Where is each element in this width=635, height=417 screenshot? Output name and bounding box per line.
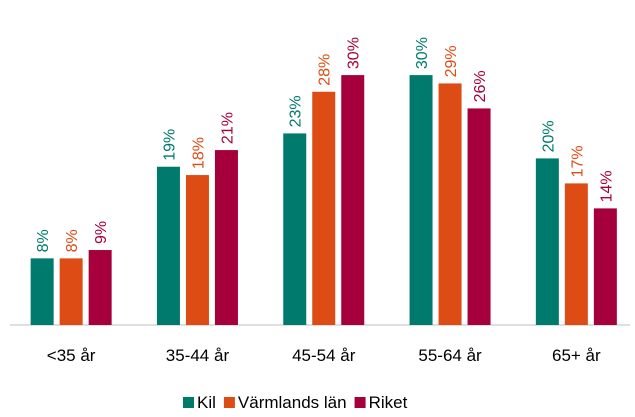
value-label: 9% bbox=[93, 221, 110, 244]
bar bbox=[409, 75, 433, 325]
x-tick-label: 35-44 år bbox=[166, 346, 230, 365]
bar bbox=[214, 150, 238, 325]
bar bbox=[185, 175, 209, 325]
value-label: 26% bbox=[472, 70, 489, 102]
bar bbox=[564, 183, 588, 325]
value-label: 29% bbox=[443, 45, 460, 77]
bar bbox=[312, 91, 336, 325]
bar bbox=[593, 208, 617, 325]
legend-swatch bbox=[223, 397, 235, 408]
value-label: 18% bbox=[190, 137, 207, 169]
value-label: 30% bbox=[414, 37, 431, 69]
value-label: 8% bbox=[64, 229, 81, 252]
x-tick-label: 45-54 år bbox=[292, 346, 356, 365]
x-tick-label: <35 år bbox=[47, 346, 96, 365]
bar bbox=[156, 166, 180, 325]
value-label: 28% bbox=[317, 54, 334, 86]
bar bbox=[88, 250, 112, 325]
value-label: 8% bbox=[35, 229, 52, 252]
bar bbox=[341, 75, 365, 325]
value-label: 21% bbox=[219, 112, 236, 144]
value-label: 23% bbox=[288, 95, 305, 127]
value-label: 20% bbox=[540, 120, 557, 152]
bar bbox=[59, 258, 83, 325]
legend-swatch bbox=[183, 397, 194, 408]
value-label: 14% bbox=[598, 170, 615, 202]
bar bbox=[283, 133, 307, 325]
legend-label: Värmlands län bbox=[238, 393, 347, 412]
value-label: 30% bbox=[346, 37, 363, 69]
x-tick-label: 65+ år bbox=[552, 346, 601, 365]
bar bbox=[30, 258, 54, 325]
legend-label: Kil bbox=[197, 393, 216, 412]
value-label: 19% bbox=[161, 129, 178, 161]
bar bbox=[535, 158, 559, 325]
legend-swatch bbox=[354, 397, 366, 408]
value-label: 17% bbox=[569, 145, 586, 177]
x-tick-label: 55-64 år bbox=[418, 346, 482, 365]
legend-label: Riket bbox=[369, 393, 408, 412]
bar bbox=[467, 108, 491, 325]
bar bbox=[438, 83, 462, 326]
